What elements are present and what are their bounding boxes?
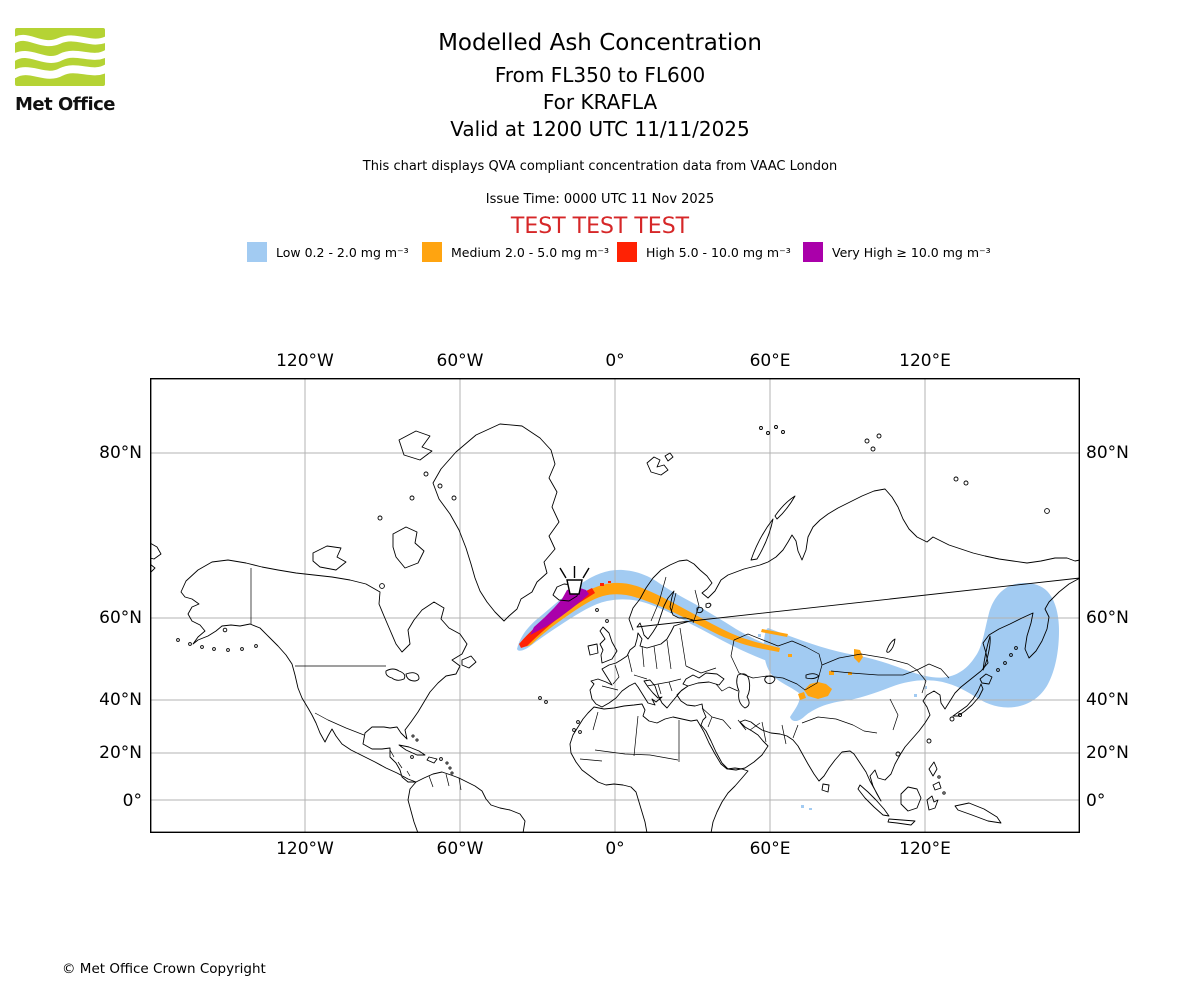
y-tick-right: 60°N	[1086, 608, 1129, 628]
low-swatch	[247, 242, 267, 262]
ash-plume-medium	[522, 582, 863, 700]
y-tick-left: 60°N	[99, 608, 142, 628]
world-map	[150, 378, 1080, 833]
x-tick-bottom: 0°	[605, 839, 625, 859]
legend-item-medium: Medium 2.0 - 5.0 mg m⁻³	[422, 242, 609, 262]
y-tick-right: 0°	[1086, 791, 1106, 811]
legend-item-very-high: Very High ≥ 10.0 mg m⁻³	[803, 242, 991, 262]
legend-item-high: High 5.0 - 10.0 mg m⁻³	[617, 242, 791, 262]
test-banner: TEST TEST TEST	[510, 214, 690, 239]
ash-plume-very-high	[530, 587, 589, 635]
valid-time: Valid at 1200 UTC 11/11/2025	[450, 117, 750, 141]
country-borders	[250, 568, 950, 791]
y-tick-right: 20°N	[1086, 743, 1129, 763]
x-tick-top: 60°W	[436, 351, 484, 371]
y-tick-left: 80°N	[99, 443, 142, 463]
x-tick-top: 0°	[605, 351, 625, 371]
legend-label: Medium 2.0 - 5.0 mg m⁻³	[451, 244, 610, 260]
volcano-icon	[559, 566, 590, 595]
x-tick-top: 120°E	[899, 351, 951, 371]
map-frame	[150, 378, 1080, 833]
x-tick-bottom: 60°W	[436, 839, 484, 859]
y-tick-right: 40°N	[1086, 690, 1129, 710]
qva-description: This chart displays QVA compliant concen…	[362, 159, 838, 174]
x-tick-top: 120°W	[276, 351, 334, 371]
flight-level-range: From FL350 to FL600	[494, 63, 706, 87]
x-tick-bottom: 60°E	[749, 839, 791, 859]
met-office-logo-mark	[10, 28, 110, 86]
ash-plume-low	[517, 569, 1059, 810]
coastlines	[150, 423, 1080, 833]
x-tick-bottom: 120°E	[899, 839, 951, 859]
x-tick-top: 60°E	[749, 351, 791, 371]
y-tick-left: 40°N	[99, 690, 142, 710]
high-swatch	[617, 242, 637, 262]
graticule	[150, 378, 1080, 833]
legend-label: High 5.0 - 10.0 mg m⁻³	[646, 244, 791, 260]
issue-time: Issue Time: 0000 UTC 11 Nov 2025	[485, 192, 715, 207]
legend-item-low: Low 0.2 - 2.0 mg m⁻³	[247, 242, 409, 262]
met-office-logo: Met Office	[10, 28, 125, 115]
volcano-subtitle: For KRAFLA	[542, 90, 658, 114]
legend-label: Low 0.2 - 2.0 mg m⁻³	[276, 244, 409, 260]
page-title: Modelled Ash Concentration	[438, 30, 762, 56]
y-tick-left: 20°N	[99, 743, 142, 763]
met-office-logo-text: Met Office	[15, 94, 116, 115]
medium-swatch	[422, 242, 442, 262]
y-tick-right: 80°N	[1086, 443, 1129, 463]
very-high-swatch	[803, 242, 823, 262]
ash-medium-patches	[761, 629, 863, 700]
copyright: © Met Office Crown Copyright	[62, 961, 266, 977]
legend-label: Very High ≥ 10.0 mg m⁻³	[832, 244, 991, 260]
x-tick-bottom: 120°W	[276, 839, 334, 859]
y-tick-left: 0°	[122, 791, 142, 811]
